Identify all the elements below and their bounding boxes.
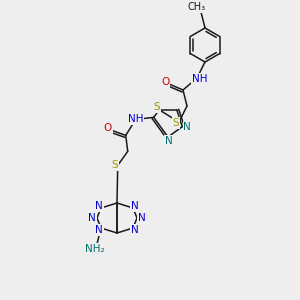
Text: N: N bbox=[95, 225, 103, 235]
Text: N: N bbox=[138, 213, 146, 223]
Text: N: N bbox=[165, 136, 173, 146]
Text: N: N bbox=[88, 213, 96, 223]
Text: NH: NH bbox=[128, 114, 143, 124]
Text: N: N bbox=[131, 225, 139, 235]
Text: N: N bbox=[131, 201, 139, 211]
Text: S: S bbox=[111, 160, 118, 170]
Text: O: O bbox=[103, 123, 112, 134]
Text: N: N bbox=[183, 122, 191, 132]
Text: S: S bbox=[154, 102, 160, 112]
Text: S: S bbox=[173, 118, 179, 128]
Text: NH: NH bbox=[192, 74, 208, 84]
Text: O: O bbox=[161, 77, 169, 87]
Text: NH₂: NH₂ bbox=[85, 244, 105, 254]
Text: CH₃: CH₃ bbox=[188, 2, 206, 12]
Text: N: N bbox=[95, 201, 103, 211]
